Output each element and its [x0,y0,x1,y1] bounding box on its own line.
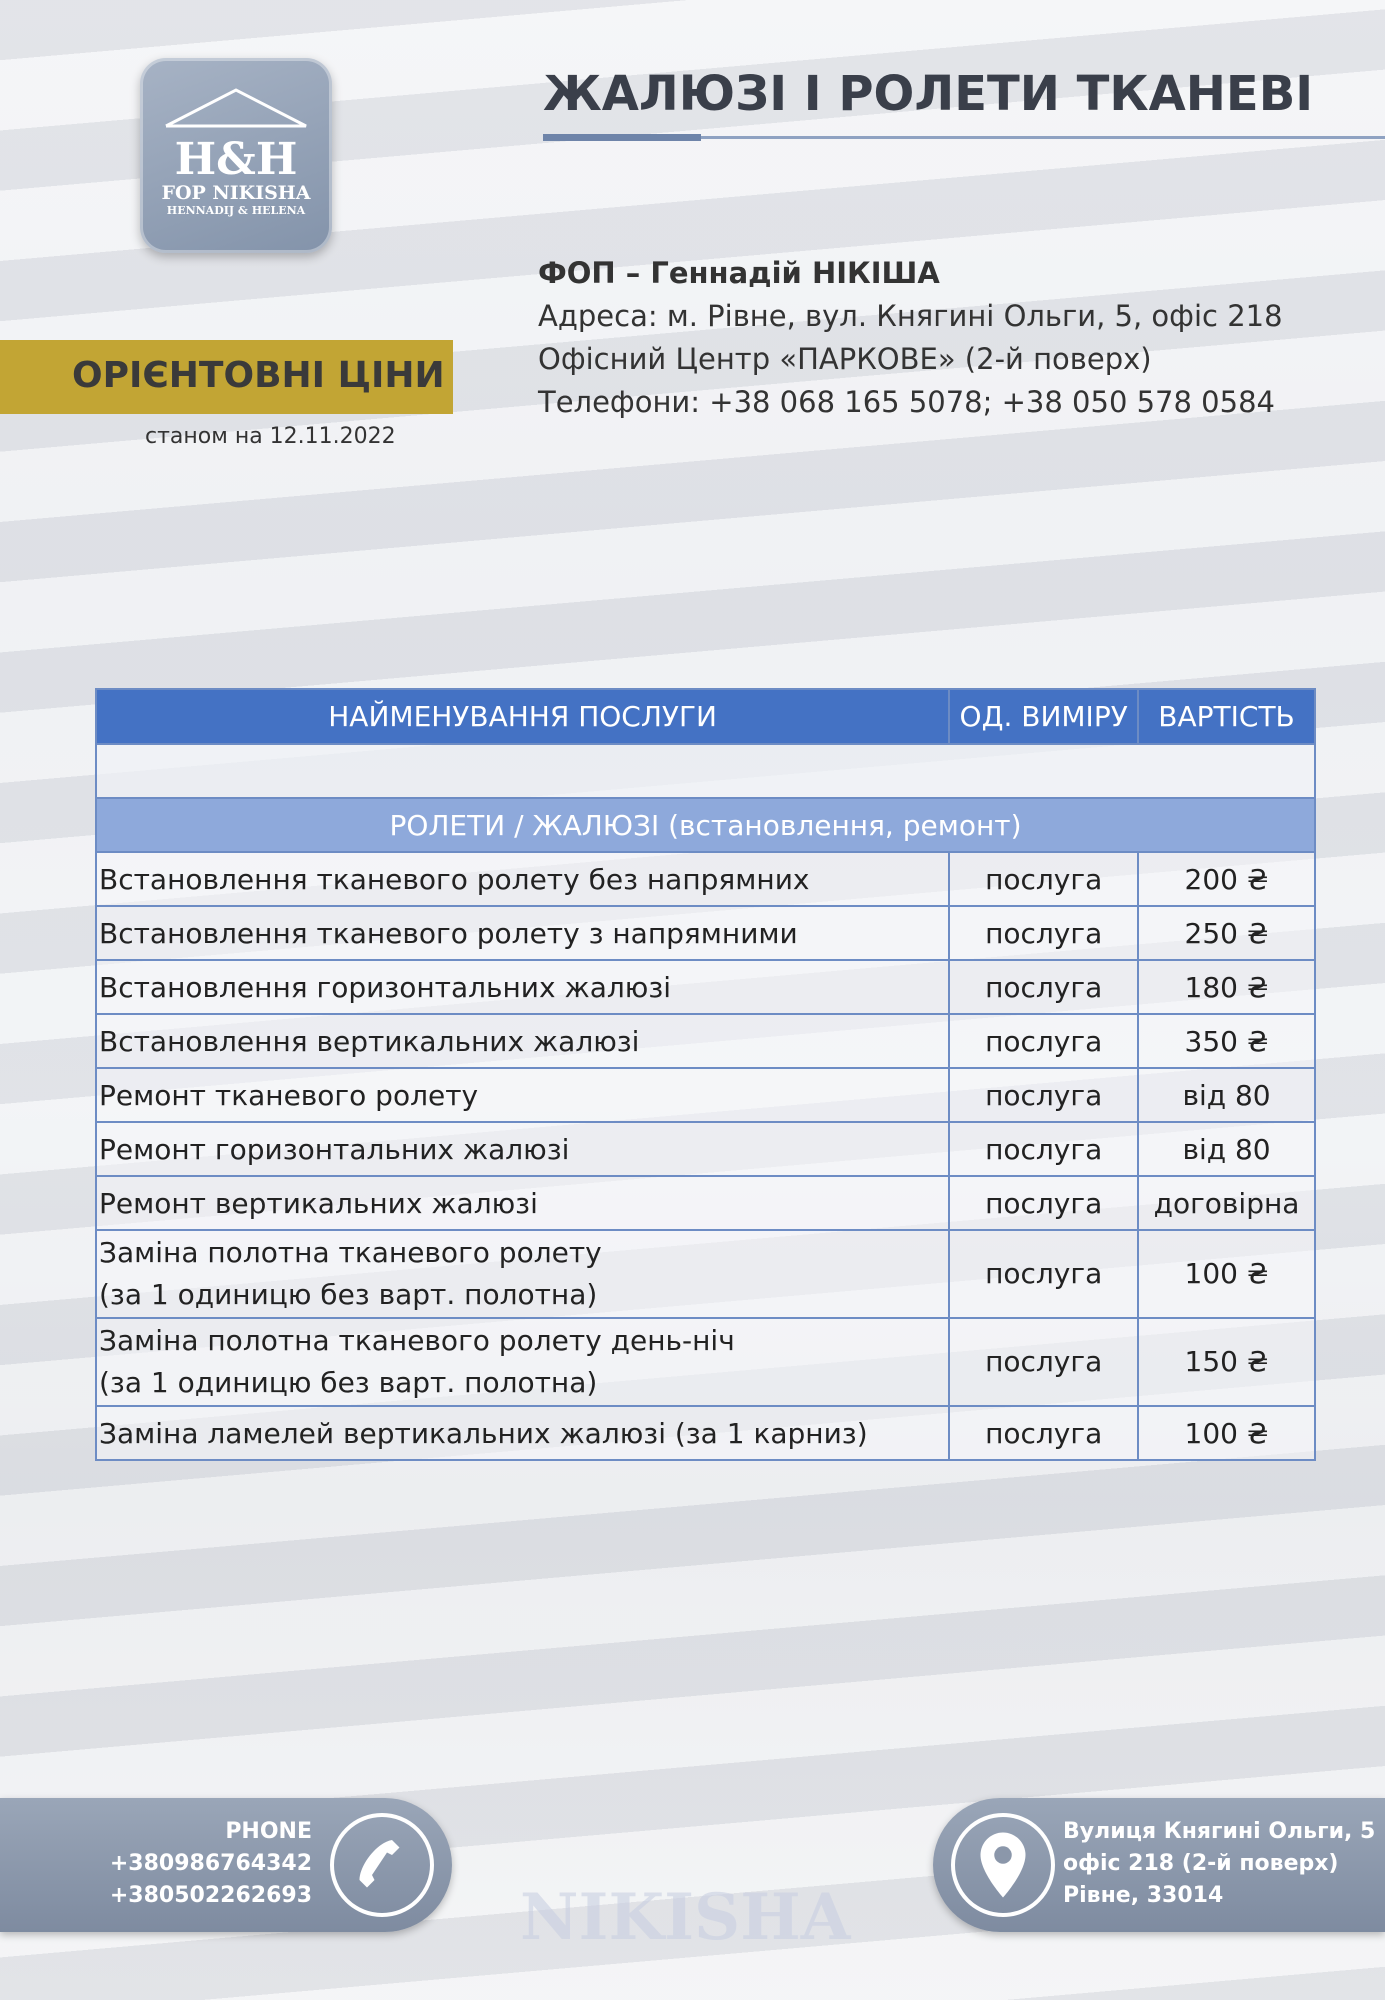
watermark: NIKISHA [520,1880,851,1955]
table-row: Встановлення вертикальних жалюзі послуга 3… [94,1013,1316,1069]
service-price: 180 ₴ [1137,959,1316,1015]
address-line-2: офіс 218 (2-й поверх) [1063,1851,1339,1876]
company-center: Офісний Центр «ПАРКОВЕ» (2-й поверх) [538,342,1152,376]
service-name: Встановлення вертикальних жалюзі [94,1013,951,1069]
company-address: Адреса: м. Рівне, вул. Княгині Ольги, 5,… [538,299,1283,333]
empty-row [95,743,1316,799]
service-price: 100 ₴ [1137,1229,1316,1319]
table-row: Заміна ламелей вертикальних жалюзі (за 1… [94,1405,1316,1461]
phone-icon [330,1813,434,1917]
service-unit: послуга [948,1067,1140,1123]
service-price: 250 ₴ [1137,905,1316,961]
price-banner: ОРІЄНТОВНІ ЦІНИ [0,340,453,414]
table-row: Встановлення горизонтальних жалюзі послуг… [94,959,1316,1015]
table-row: Встановлення тканевого ролету без напрям… [94,851,1316,907]
address-panel: Вулиця Княгині Ольги, 5 офіс 218 (2-й по… [933,1798,1385,1932]
phone-1[interactable]: +380986764342 [109,1851,312,1876]
service-unit: послуга [948,905,1140,961]
service-name: Заміна полотна тканевого ролету день-ніч… [94,1317,951,1407]
phone-2[interactable]: +380502262693 [109,1883,312,1908]
header-name: НАЙМЕНУВАННЯ ПОСЛУГИ [94,688,951,745]
service-unit: послуга [948,959,1140,1015]
banner-label: ОРІЄНТОВНІ ЦІНИ [72,355,445,396]
table-row: Ремонт тканевого ролету послуга від 80 [94,1067,1316,1123]
header-unit: ОД. ВИМІРУ [948,688,1140,745]
service-unit: послуга [948,1317,1140,1407]
page-title: ЖАЛЮЗІ І РОЛЕТИ ТКАНЕВІ [543,66,1314,122]
service-unit: послуга [948,1405,1140,1461]
header-price: ВАРТІСТЬ [1137,688,1316,745]
service-name: Ремонт вертикальних жалюзі [94,1175,951,1231]
address-line-1: Вулиця Княгині Ольги, 5 [1063,1819,1376,1844]
logo: H&H FOP NIKISHA HENNADIJ & HELENA [140,58,332,253]
service-unit: послуга [948,1175,1140,1231]
table-row: Ремонт вертикальних жалюзі послуга договір… [94,1175,1316,1231]
service-price: від 80 [1137,1121,1316,1177]
service-name: Ремонт тканевого ролету [94,1067,951,1123]
service-name: Заміна ламелей вертикальних жалюзі (за 1… [94,1405,951,1461]
company-phones: Телефони: +38 068 165 5078; +38 050 578 … [538,385,1275,419]
service-name: Встановлення горизонтальних жалюзі [94,959,951,1015]
logo-name: FOP NIKISHA [161,182,311,204]
table-row: Заміна полотна тканевого ролету день-ніч… [94,1317,1316,1407]
service-price: договірна [1137,1175,1316,1231]
service-name: Встановлення тканевого ролету з напрямни… [94,905,951,961]
phone-panel: PHONE +380986764342 +380502262693 [0,1798,452,1932]
service-price: від 80 [1137,1067,1316,1123]
service-name: Встановлення тканевого ролету без напрям… [94,851,951,907]
service-price: 200 ₴ [1137,851,1316,907]
address-line-3: Рівне, 33014 [1063,1883,1224,1908]
table-row: Встановлення тканевого ролету з напрямни… [94,905,1316,961]
company-name: ФОП – Геннадій НІКІША [538,256,940,290]
service-price: 100 ₴ [1137,1405,1316,1461]
price-table: НАЙМЕНУВАННЯ ПОСЛУГИ ОД. ВИМІРУ ВАРТІСТЬ… [94,688,1316,1461]
section-title: РОЛЕТИ / ЖАЛЮЗІ (встановлення, ремонт) [95,797,1316,853]
service-price: 150 ₴ [1137,1317,1316,1407]
section-row: РОЛЕТИ / ЖАЛЮЗІ (встановлення, ремонт) [95,797,1316,853]
table-header: НАЙМЕНУВАННЯ ПОСЛУГИ ОД. ВИМІРУ ВАРТІСТЬ [94,688,1316,745]
service-price: 350 ₴ [1137,1013,1316,1069]
logo-mark: H&H [174,134,298,185]
title-underline-accent [543,134,701,141]
price-date: станом на 12.11.2022 [145,424,396,449]
location-pin-icon [951,1813,1055,1917]
service-unit: послуга [948,1013,1140,1069]
service-unit: послуга [948,851,1140,907]
service-name: Заміна полотна тканевого ролету (за 1 оди… [94,1229,951,1319]
title-underline [543,136,1385,139]
service-unit: послуга [948,1121,1140,1177]
phone-label: PHONE [225,1819,312,1844]
table-row: Ремонт горизонтальних жалюзі послуга від 8… [94,1121,1316,1177]
roof-icon [165,88,307,128]
service-name: Ремонт горизонтальних жалюзі [94,1121,951,1177]
table-row: Заміна полотна тканевого ролету (за 1 оди… [94,1229,1316,1319]
service-unit: послуга [948,1229,1140,1319]
company-info: ФОП – Геннадій НІКІША Адреса: м. Рівне, … [538,252,1283,424]
logo-sub: HENNADIJ & HELENA [166,204,306,217]
